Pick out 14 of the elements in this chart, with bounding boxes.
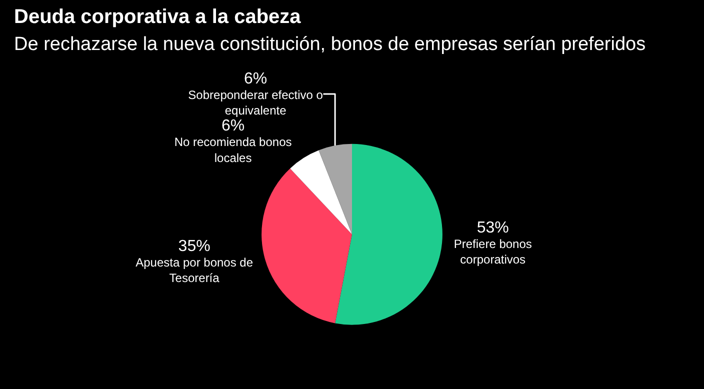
- slice-label: Apuesta por bonos de Tesorería: [136, 255, 254, 286]
- slice-label: Prefiere bonos corporativos: [454, 237, 532, 267]
- pie-slice: [290, 150, 352, 234]
- pie-slice: [335, 144, 442, 325]
- data-label: 6%: [221, 118, 245, 135]
- slice-label: Sobreponderar efectivo o equivalente: [188, 88, 324, 118]
- data-label: 35%: [178, 238, 210, 255]
- data-label: 53%: [476, 219, 509, 236]
- pie-slice: [318, 144, 352, 234]
- slice-label: No recomienda bonos locales: [174, 135, 292, 165]
- data-label: 6%: [244, 70, 268, 88]
- pie-slice: [262, 168, 352, 324]
- chart-subtitle: De rechazarse la nueva constitución, bonos de empresas serían preferidos: [14, 34, 646, 55]
- chart-title: Deuda corporativa a la cabeza: [14, 6, 302, 28]
